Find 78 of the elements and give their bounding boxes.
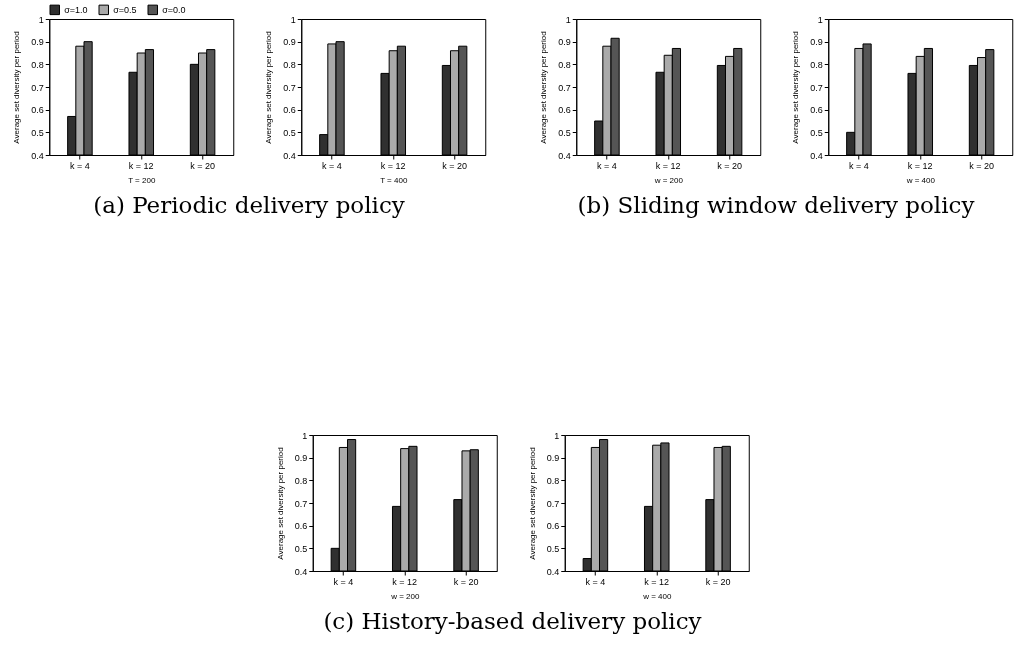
y-tick-label: 0.5: [31, 127, 44, 138]
y-tick-label: 0.8: [558, 59, 571, 70]
y-tick-label: 0.7: [546, 498, 560, 509]
y-tick-label: 0.8: [294, 475, 308, 486]
y-tick-label: 0.8: [31, 59, 44, 70]
x-tick-label: k = 20: [705, 576, 731, 587]
x-tick-label: k = 12: [655, 160, 681, 171]
y-tick-label: 0.4: [294, 566, 308, 577]
y-tick-label: 0.4: [31, 150, 44, 161]
y-tick-label: 0.6: [294, 521, 308, 532]
y-tick-label: 0.8: [810, 59, 823, 70]
x-axis-title: w = 400: [642, 591, 672, 601]
x-tick-label: k = 4: [585, 576, 606, 587]
x-tick-label: k = 4: [322, 160, 342, 171]
y-tick-label: 0.6: [558, 105, 571, 116]
text: (c) History-based delivery policy: [323, 607, 702, 634]
y-tick-label: 0.7: [31, 82, 44, 93]
x-tick-label: k = 12: [644, 576, 670, 587]
y-tick-label: 1: [554, 430, 560, 441]
legend-label: σ=1.0: [64, 4, 88, 15]
y-tick-label: 0.8: [283, 59, 296, 70]
x-axis-title: T = 400: [380, 175, 408, 185]
y-tick-label: 0.5: [546, 543, 560, 554]
x-tick-label: k = 20: [190, 160, 215, 171]
y-tick-label: 0.9: [283, 37, 296, 48]
x-tick-label: k = 20: [453, 576, 479, 587]
y-tick-label: 1: [817, 14, 823, 25]
x-tick-label: k = 4: [849, 160, 869, 171]
y-axis-title: Average set diversity per period: [264, 31, 274, 144]
y-tick-label: 0.5: [283, 127, 296, 138]
y-tick-label: 0.4: [283, 150, 296, 161]
y-tick-label: 0.9: [31, 37, 44, 48]
y-tick-label: 1: [565, 14, 571, 25]
y-tick-label: 0.9: [810, 37, 823, 48]
x-tick-label: k = 4: [70, 160, 90, 171]
y-tick-label: 0.6: [546, 521, 560, 532]
x-axis-title: w = 200: [653, 175, 684, 185]
x-tick-label: k = 20: [442, 160, 467, 171]
y-tick-label: 0.6: [283, 105, 296, 116]
y-tick-label: 0.4: [546, 566, 560, 577]
x-tick-label: k = 12: [907, 160, 933, 171]
x-tick-label: k = 20: [969, 160, 994, 171]
y-tick-label: 1: [302, 430, 308, 441]
x-tick-label: k = 12: [128, 160, 154, 171]
y-tick-label: 0.7: [810, 82, 823, 93]
y-tick-label: 1: [38, 14, 44, 25]
y-tick-label: 1: [290, 14, 296, 25]
y-tick-label: 0.8: [546, 475, 560, 486]
y-tick-label: 0.5: [558, 127, 571, 138]
y-tick-label: 0.4: [810, 150, 823, 161]
x-tick-label: k = 4: [597, 160, 617, 171]
y-axis-title: Average set diversity per period: [527, 447, 537, 560]
y-tick-label: 0.9: [294, 453, 308, 464]
y-axis-title: Average set diversity per period: [791, 31, 801, 144]
x-axis-title: T = 200: [128, 175, 156, 185]
y-tick-label: 0.7: [283, 82, 296, 93]
y-tick-label: 0.9: [546, 453, 560, 464]
x-tick-label: k = 12: [392, 576, 418, 587]
y-axis-title: Average set diversity per period: [539, 31, 549, 144]
x-axis-title: w = 400: [905, 175, 936, 185]
x-tick-label: k = 4: [333, 576, 354, 587]
x-axis-title: w = 200: [390, 591, 420, 601]
x-tick-label: k = 12: [380, 160, 406, 171]
x-tick-label: k = 20: [717, 160, 742, 171]
legend-label: σ=0.5: [113, 4, 137, 15]
y-tick-label: 0.6: [31, 105, 44, 116]
y-axis-title: Average set diversity per period: [12, 31, 22, 144]
y-tick-label: 0.5: [294, 543, 308, 554]
legend-label: σ=0.0: [162, 4, 186, 15]
text: (a) Periodic delivery policy: [93, 191, 405, 218]
y-tick-label: 0.5: [810, 127, 823, 138]
y-tick-label: 0.7: [558, 82, 571, 93]
y-tick-label: 0.4: [558, 150, 571, 161]
y-tick-label: 0.7: [294, 498, 308, 509]
y-tick-label: 0.9: [558, 37, 571, 48]
y-tick-label: 0.6: [810, 105, 823, 116]
y-axis-title: Average set diversity per period: [275, 447, 285, 560]
text: (b) Sliding window delivery policy: [577, 191, 975, 218]
